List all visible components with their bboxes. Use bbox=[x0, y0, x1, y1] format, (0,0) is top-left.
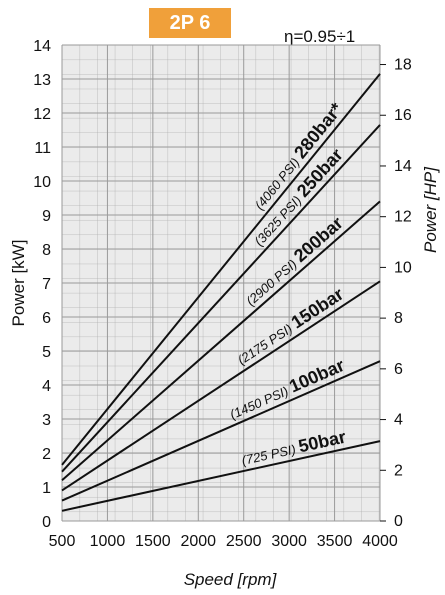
x-tick-label: 1000 bbox=[90, 533, 126, 550]
y-tick-label: 4 bbox=[42, 378, 51, 395]
series-line bbox=[61, 440, 381, 512]
major-grid bbox=[61, 44, 381, 522]
y-right-tick-label: 16 bbox=[394, 107, 412, 124]
x-tick-label: 2000 bbox=[180, 533, 216, 550]
series-line bbox=[61, 200, 381, 481]
y-tick-label: 5 bbox=[42, 344, 51, 361]
x-tick-label: 500 bbox=[49, 533, 76, 550]
y-tick-label: 0 bbox=[42, 514, 51, 531]
x-axis-label: Speed [rpm] bbox=[183, 570, 277, 589]
y-right-tick-label: 10 bbox=[394, 259, 412, 276]
y-axis-right-label: Power [HP] bbox=[421, 166, 440, 253]
y-tick-label: 11 bbox=[34, 140, 51, 157]
x-tick-label: 2500 bbox=[226, 533, 262, 550]
y-axis-left-label: Power [kW] bbox=[9, 240, 28, 327]
y-tick-label: 7 bbox=[42, 276, 51, 293]
x-tick-label: 3500 bbox=[317, 533, 353, 550]
y-tick-label: 13 bbox=[33, 72, 51, 89]
efficiency-label: η=0.95÷1 bbox=[284, 27, 356, 46]
y-right-tick-label: 0 bbox=[394, 513, 403, 530]
series-line bbox=[61, 124, 381, 473]
y-tick-label: 2 bbox=[42, 446, 51, 463]
y-right-tick-label: 8 bbox=[394, 310, 403, 327]
series-line bbox=[61, 73, 381, 466]
series-lines bbox=[61, 73, 381, 512]
y-tick-label: 10 bbox=[33, 174, 51, 191]
y-right-tick-label: 14 bbox=[394, 158, 412, 175]
y-right-tick-label: 12 bbox=[394, 209, 412, 226]
y-tick-label: 14 bbox=[33, 38, 51, 55]
y-tick-label: 3 bbox=[42, 412, 51, 429]
y-right-tick-label: 18 bbox=[394, 57, 412, 74]
y-right-tick-label: 4 bbox=[394, 412, 403, 429]
x-tick-label: 1500 bbox=[135, 533, 171, 550]
x-tick-label: 4000 bbox=[362, 533, 398, 550]
y-right-tick-label: 2 bbox=[394, 462, 403, 479]
y-axis-right-ticks: 0 2 4 6 8 10 12 14 16 18 bbox=[380, 57, 412, 530]
x-tick-label: 3000 bbox=[271, 533, 307, 550]
x-axis-ticks: 500 1000 1500 2000 2500 3000 3500 4000 bbox=[49, 533, 398, 550]
y-tick-label: 1 bbox=[42, 480, 51, 497]
model-badge: 2P 6 bbox=[149, 8, 231, 38]
series-line bbox=[61, 360, 381, 502]
y-right-tick-label: 6 bbox=[394, 361, 403, 378]
y-tick-label: 12 bbox=[33, 106, 51, 123]
y-tick-label: 9 bbox=[42, 208, 51, 225]
y-tick-label: 6 bbox=[42, 310, 51, 327]
series-line bbox=[61, 280, 381, 492]
y-tick-label: 8 bbox=[42, 242, 51, 259]
